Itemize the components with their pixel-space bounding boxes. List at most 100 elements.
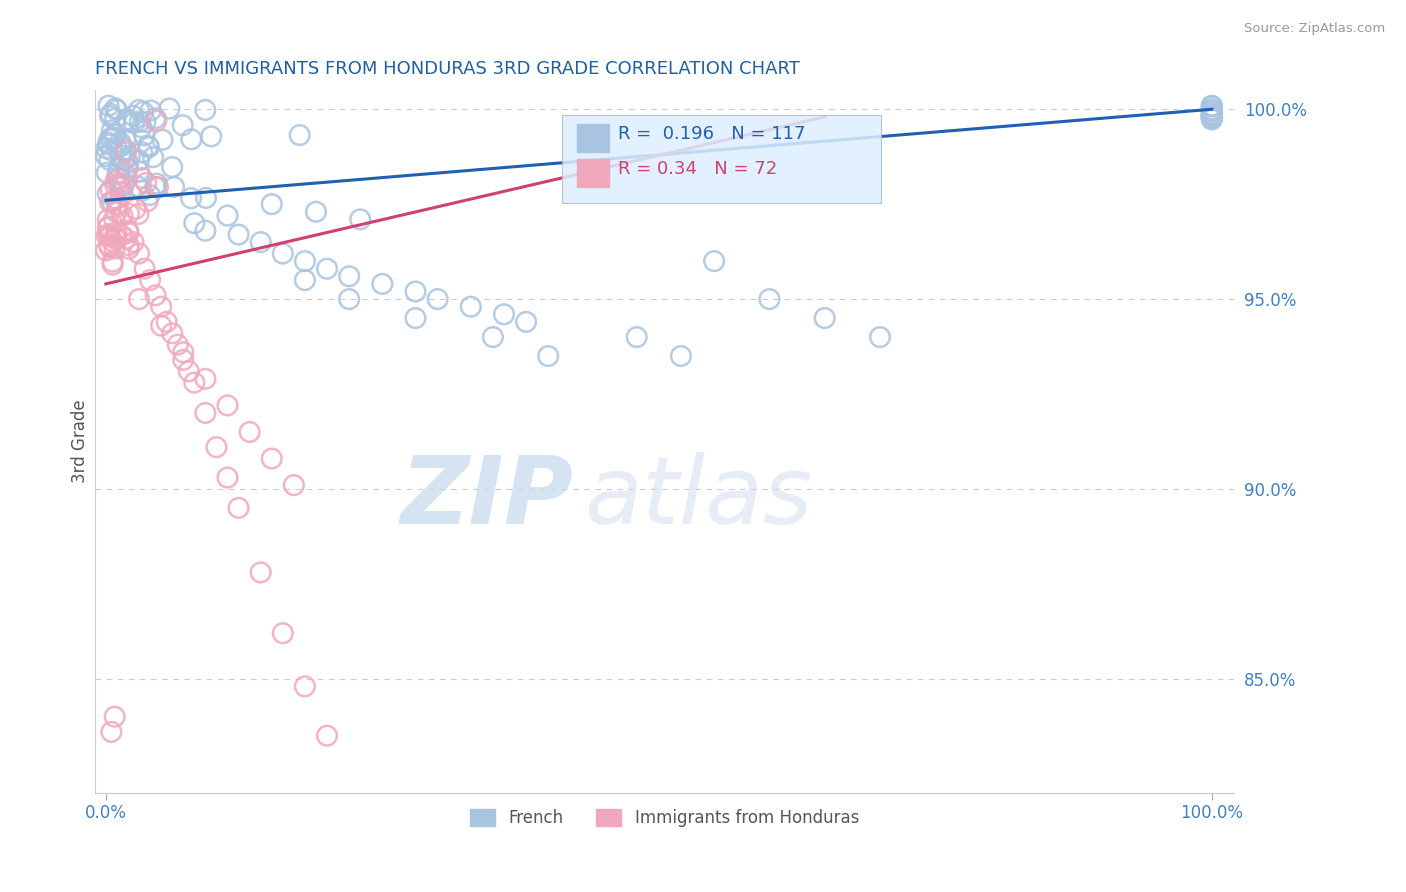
- Point: [101, 194, 124, 209]
- Point: [100, 131, 122, 145]
- FancyBboxPatch shape: [562, 115, 880, 202]
- Point: [128, 292, 150, 306]
- Point: [337, 292, 360, 306]
- Point: [288, 128, 311, 142]
- Point: [1201, 111, 1223, 125]
- Point: [128, 103, 150, 117]
- Point: [1201, 109, 1223, 123]
- Point: [316, 261, 339, 276]
- Point: [283, 478, 305, 492]
- Point: [97, 99, 120, 113]
- Point: [96, 141, 118, 155]
- Point: [104, 232, 127, 246]
- Point: [104, 102, 127, 116]
- Point: [100, 183, 122, 197]
- Point: [1201, 99, 1223, 113]
- Point: [228, 500, 250, 515]
- Point: [124, 202, 146, 216]
- Point: [138, 188, 160, 202]
- Point: [249, 235, 271, 249]
- Point: [110, 185, 132, 199]
- Point: [105, 197, 128, 211]
- Point: [1201, 112, 1223, 127]
- Point: [183, 216, 205, 230]
- Point: [132, 105, 155, 120]
- Point: [104, 112, 127, 126]
- Point: [138, 140, 160, 154]
- Point: [97, 212, 120, 227]
- Point: [110, 179, 132, 194]
- Point: [294, 679, 316, 693]
- Point: [98, 229, 121, 244]
- Point: [405, 285, 427, 299]
- Text: FRENCH VS IMMIGRANTS FROM HONDURAS 3RD GRADE CORRELATION CHART: FRENCH VS IMMIGRANTS FROM HONDURAS 3RD G…: [94, 60, 800, 78]
- Point: [105, 141, 128, 155]
- Point: [111, 209, 134, 223]
- Point: [217, 470, 239, 484]
- Point: [112, 178, 135, 193]
- Point: [103, 131, 125, 145]
- Point: [249, 566, 271, 580]
- Point: [108, 160, 131, 174]
- Point: [108, 176, 131, 190]
- Point: [103, 211, 125, 226]
- Point: [96, 166, 118, 180]
- Point: [101, 123, 124, 137]
- Point: [98, 240, 121, 254]
- Point: [122, 116, 145, 130]
- Point: [172, 345, 194, 359]
- Point: [117, 161, 139, 176]
- Point: [669, 349, 692, 363]
- Point: [104, 709, 127, 723]
- Point: [94, 149, 117, 163]
- Point: [1201, 99, 1223, 113]
- Point: [101, 254, 124, 268]
- Point: [112, 153, 135, 167]
- Point: [122, 235, 145, 249]
- Point: [482, 330, 505, 344]
- Point: [1201, 111, 1223, 125]
- Point: [101, 258, 124, 272]
- Point: [108, 171, 131, 186]
- Point: [111, 228, 134, 243]
- Point: [1201, 99, 1223, 113]
- Point: [703, 254, 725, 268]
- Point: [117, 224, 139, 238]
- Point: [260, 451, 283, 466]
- Point: [139, 103, 162, 118]
- Point: [135, 176, 157, 190]
- Point: [1201, 108, 1223, 122]
- Point: [98, 227, 121, 241]
- Point: [1201, 108, 1223, 122]
- Point: [294, 273, 316, 287]
- Legend: French, Immigrants from Honduras: French, Immigrants from Honduras: [463, 802, 866, 833]
- Point: [101, 144, 124, 158]
- Point: [117, 238, 139, 252]
- Point: [145, 288, 167, 302]
- Point: [180, 132, 202, 146]
- Point: [1201, 111, 1223, 125]
- Point: [104, 178, 127, 193]
- Point: [316, 729, 339, 743]
- Point: [1201, 103, 1223, 118]
- Point: [1201, 111, 1223, 125]
- Point: [131, 184, 153, 198]
- Point: [115, 169, 138, 184]
- Point: [814, 311, 837, 326]
- Point: [134, 261, 156, 276]
- Point: [139, 273, 162, 287]
- Point: [337, 269, 360, 284]
- Point: [134, 115, 156, 129]
- Point: [194, 224, 217, 238]
- Point: [349, 212, 371, 227]
- Point: [131, 120, 153, 135]
- Point: [160, 160, 183, 174]
- Point: [626, 330, 648, 344]
- Point: [166, 337, 188, 351]
- Point: [131, 145, 153, 160]
- Point: [177, 364, 200, 378]
- Point: [163, 180, 186, 194]
- Point: [271, 246, 294, 260]
- Point: [142, 150, 165, 164]
- Point: [118, 242, 141, 256]
